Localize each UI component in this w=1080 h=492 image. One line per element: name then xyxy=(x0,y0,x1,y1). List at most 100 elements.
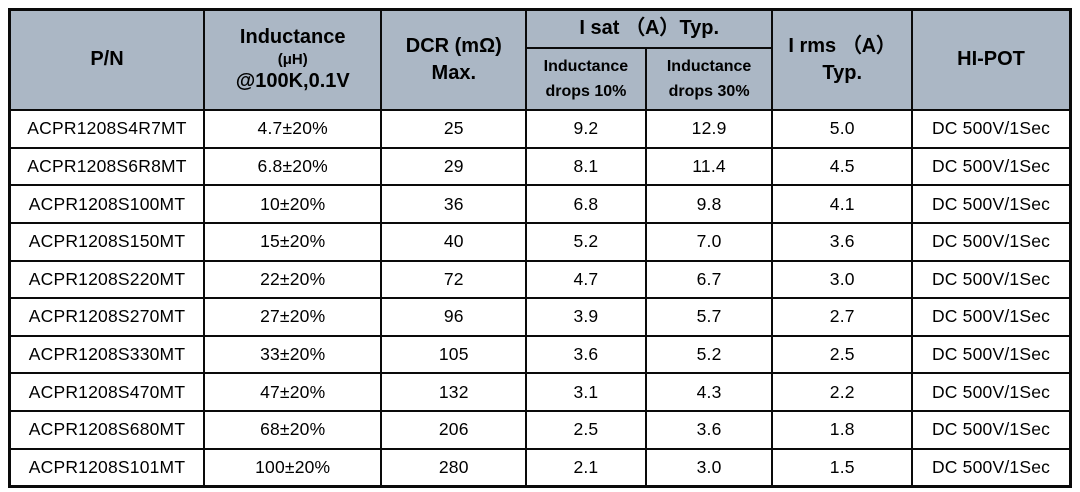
cell-isat-drops30: 5.2 xyxy=(644,334,774,375)
cell-hipot: DC 500V/1Sec xyxy=(911,297,1072,337)
cell-isat-drops30: 6.7 xyxy=(644,259,774,300)
cell-isat-drops10: 2.5 xyxy=(525,410,647,450)
cell-dcr-max: 29 xyxy=(380,146,528,187)
cell-irms: 5.0 xyxy=(771,108,914,149)
cell-isat-drops10: 3.9 xyxy=(525,297,647,337)
cell-isat-drops30: 12.9 xyxy=(644,108,774,149)
header-isat-drops10: Inductance drops 10% xyxy=(525,46,647,111)
cell-dcr-max: 40 xyxy=(380,221,528,262)
header-irms: I rms （A） Typ. xyxy=(771,8,914,111)
cell-isat-drops30: 11.4 xyxy=(644,146,774,187)
cell-hipot: DC 500V/1Sec xyxy=(911,221,1072,262)
cell-isat-drops30: 5.7 xyxy=(644,297,774,337)
header-pn: P/N xyxy=(8,8,205,111)
cell-isat-drops10: 5.2 xyxy=(525,221,647,262)
table-row: ACPR1208S4R7MT 4.7±20% 25 9.2 12.9 5.0 DC 500V… xyxy=(8,108,1072,149)
cell-hipot: DC 500V/1Sec xyxy=(911,334,1072,375)
cell-inductance: 22±20% xyxy=(202,259,383,300)
cell-part-number: ACPR1208S150MT xyxy=(8,221,205,262)
cell-isat-drops30: 3.0 xyxy=(644,447,774,488)
cell-dcr-max: 96 xyxy=(380,297,528,337)
cell-isat-drops30: 3.6 xyxy=(644,410,774,450)
table-body: ACPR1208S4R7MT 4.7±20% 25 9.2 12.9 5.0 DC 500V… xyxy=(8,108,1072,488)
cell-isat-drops10: 4.7 xyxy=(525,259,647,300)
table-row: ACPR1208S220MT 22±20% 72 4.7 6.7 3.0 DC 500V/1… xyxy=(8,259,1072,300)
cell-part-number: ACPR1208S6R8MT xyxy=(8,146,205,187)
cell-part-number: ACPR1208S330MT xyxy=(8,334,205,375)
cell-isat-drops30: 9.8 xyxy=(644,184,774,224)
header-dcr-max: Max. xyxy=(431,61,476,84)
cell-irms: 3.6 xyxy=(771,221,914,262)
cell-part-number: ACPR1208S101MT xyxy=(8,447,205,488)
cell-irms: 4.5 xyxy=(771,146,914,187)
cell-isat-drops10: 9.2 xyxy=(525,108,647,149)
cell-irms: 4.1 xyxy=(771,184,914,224)
table-row: ACPR1208S150MT 15±20% 40 5.2 7.0 3.6 DC 500V/1… xyxy=(8,221,1072,262)
cell-isat-drops10: 2.1 xyxy=(525,447,647,488)
cell-dcr-max: 132 xyxy=(380,372,528,413)
header-irms-title: I rms （A） xyxy=(788,34,897,57)
table-row: ACPR1208S680MT 68±20% 206 2.5 3.6 1.8 DC 500V/… xyxy=(8,410,1072,450)
cell-irms: 3.0 xyxy=(771,259,914,300)
cell-dcr-max: 105 xyxy=(380,334,528,375)
cell-inductance: 100±20% xyxy=(202,447,383,488)
cell-part-number: ACPR1208S4R7MT xyxy=(8,108,205,149)
cell-hipot: DC 500V/1Sec xyxy=(911,146,1072,187)
cell-inductance: 15±20% xyxy=(202,221,383,262)
header-isat-drops10-line1: Inductance xyxy=(543,57,629,75)
header-inductance-condition: @100K,0.1V xyxy=(235,70,350,93)
header-isat-drops30-line1: Inductance xyxy=(666,57,752,75)
cell-irms: 1.5 xyxy=(771,447,914,488)
cell-hipot: DC 500V/1Sec xyxy=(911,108,1072,149)
cell-hipot: DC 500V/1Sec xyxy=(911,184,1072,224)
cell-hipot: DC 500V/1Sec xyxy=(911,447,1072,488)
cell-dcr-max: 25 xyxy=(380,108,528,149)
cell-hipot: DC 500V/1Sec xyxy=(911,259,1072,300)
header-irms-typ: Typ. xyxy=(822,61,863,84)
cell-irms: 1.8 xyxy=(771,410,914,450)
header-hipot: HI-POT xyxy=(911,8,1072,111)
cell-isat-drops10: 6.8 xyxy=(525,184,647,224)
header-isat-drops30: Inductance drops 30% xyxy=(644,46,774,111)
header-dcr: DCR (mΩ) Max. xyxy=(380,8,528,111)
inductor-spec-table: P/N Inductance (μH) @100K,0.1V DCR (mΩ) … xyxy=(8,8,1072,488)
header-isat: I sat （A）Typ. xyxy=(525,8,774,49)
cell-inductance: 47±20% xyxy=(202,372,383,413)
header-inductance-title: Inductance xyxy=(239,26,346,49)
table-row: ACPR1208S100MT 10±20% 36 6.8 9.8 4.1 DC 500V/1… xyxy=(8,184,1072,224)
cell-dcr-max: 36 xyxy=(380,184,528,224)
cell-part-number: ACPR1208S220MT xyxy=(8,259,205,300)
cell-dcr-max: 206 xyxy=(380,410,528,450)
header-inductance: Inductance (μH) @100K,0.1V xyxy=(202,8,383,111)
cell-part-number: ACPR1208S100MT xyxy=(8,184,205,224)
cell-inductance: 68±20% xyxy=(202,410,383,450)
cell-isat-drops10: 3.1 xyxy=(525,372,647,413)
header-isat-drops30-line2: drops 30% xyxy=(668,82,750,100)
table-row: ACPR1208S6R8MT 6.8±20% 29 8.1 11.4 4.5 DC 500V… xyxy=(8,146,1072,187)
cell-inductance: 4.7±20% xyxy=(202,108,383,149)
header-inductance-unit: (μH) xyxy=(277,51,308,69)
table-row: ACPR1208S330MT 33±20% 105 3.6 5.2 2.5 DC 500V/… xyxy=(8,334,1072,375)
cell-inductance: 6.8±20% xyxy=(202,146,383,187)
table-row: ACPR1208S470MT 47±20% 132 3.1 4.3 2.2 DC 500V/… xyxy=(8,372,1072,413)
cell-dcr-max: 280 xyxy=(380,447,528,488)
table-row: ACPR1208S270MT 27±20% 96 3.9 5.7 2.7 DC 500V/1… xyxy=(8,297,1072,337)
cell-isat-drops10: 3.6 xyxy=(525,334,647,375)
table-row: ACPR1208S101MT 100±20% 280 2.1 3.0 1.5 DC 500V… xyxy=(8,447,1072,488)
cell-isat-drops30: 4.3 xyxy=(644,372,774,413)
cell-irms: 2.7 xyxy=(771,297,914,337)
cell-inductance: 27±20% xyxy=(202,297,383,337)
cell-part-number: ACPR1208S680MT xyxy=(8,410,205,450)
cell-part-number: ACPR1208S470MT xyxy=(8,372,205,413)
cell-part-number: ACPR1208S270MT xyxy=(8,297,205,337)
cell-isat-drops30: 7.0 xyxy=(644,221,774,262)
cell-isat-drops10: 8.1 xyxy=(525,146,647,187)
header-isat-drops10-line2: drops 10% xyxy=(545,82,627,100)
cell-hipot: DC 500V/1Sec xyxy=(911,372,1072,413)
cell-irms: 2.5 xyxy=(771,334,914,375)
cell-hipot: DC 500V/1Sec xyxy=(911,410,1072,450)
cell-inductance: 10±20% xyxy=(202,184,383,224)
cell-inductance: 33±20% xyxy=(202,334,383,375)
table-header: P/N Inductance (μH) @100K,0.1V DCR (mΩ) … xyxy=(8,8,1072,111)
header-dcr-title: DCR (mΩ) xyxy=(405,34,502,57)
